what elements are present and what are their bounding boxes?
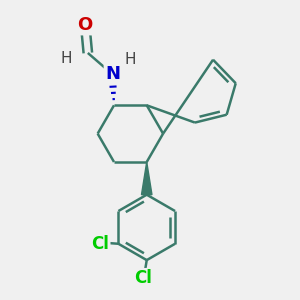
Text: Cl: Cl	[134, 269, 152, 287]
Text: H: H	[124, 52, 136, 67]
Text: Cl: Cl	[92, 235, 109, 253]
Text: H: H	[61, 51, 72, 66]
Text: N: N	[105, 65, 120, 83]
Polygon shape	[142, 162, 152, 195]
Text: O: O	[78, 16, 93, 34]
